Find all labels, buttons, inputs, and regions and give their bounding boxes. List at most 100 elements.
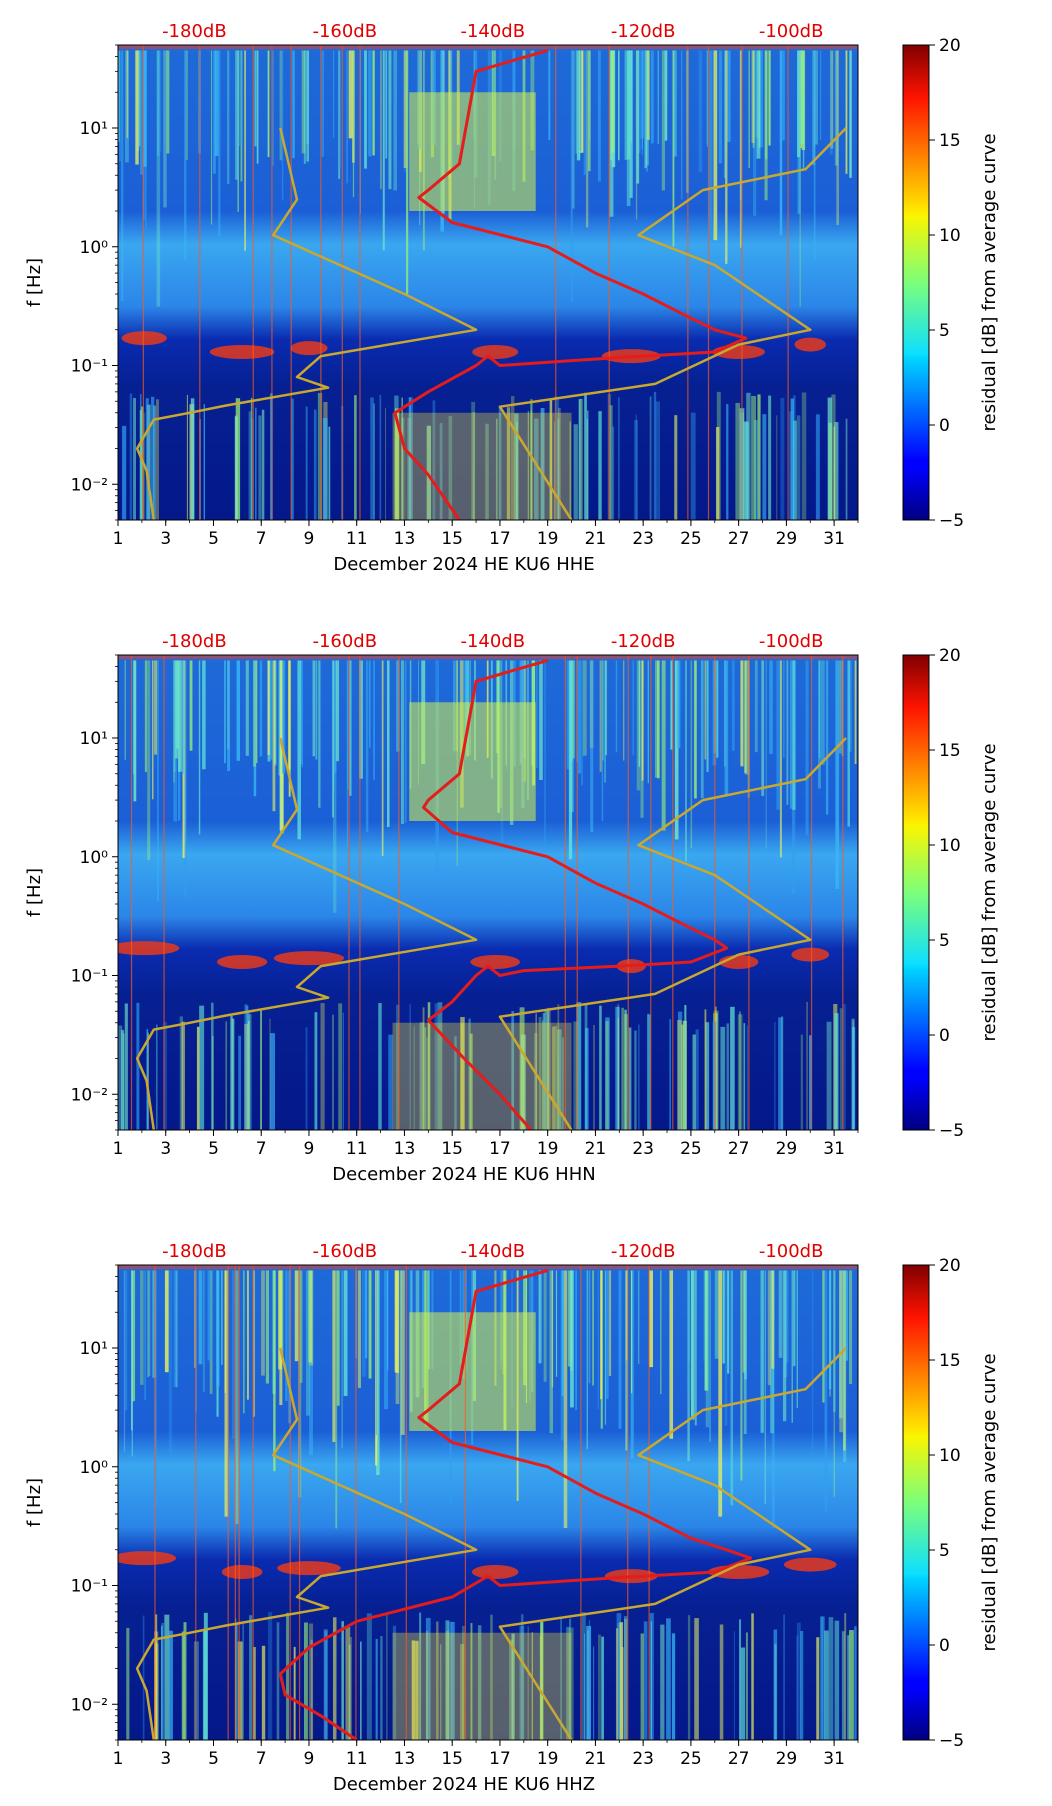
spectrogram-streak xyxy=(737,1014,743,1130)
spectrogram-streak xyxy=(247,1021,250,1130)
spectrogram-streak xyxy=(261,409,265,520)
spectrogram-streak xyxy=(637,50,641,153)
spectrogram-streak xyxy=(372,50,375,156)
x-tick-label: 25 xyxy=(680,1139,702,1159)
spectrogram-streak xyxy=(703,1270,705,1361)
spectrogram-streak xyxy=(653,391,657,520)
spectrogram-streak xyxy=(843,1004,846,1130)
colorbar-tick-label: 20 xyxy=(939,1256,961,1276)
spectrogram-streak xyxy=(640,1633,645,1740)
spectrogram-streak xyxy=(173,660,176,772)
spectrogram-streak xyxy=(260,1010,262,1130)
x-tick-label: 15 xyxy=(441,529,463,549)
y-axis-label: f [Hz] xyxy=(24,1478,45,1527)
spectrogram-streak xyxy=(288,660,291,770)
spectrogram-streak xyxy=(709,1270,711,1442)
spectrogram-streak xyxy=(338,1003,343,1130)
spectrogram-streak xyxy=(439,423,443,520)
spectrogram-streak xyxy=(267,50,270,157)
colorbar-tick-label: 0 xyxy=(939,1636,950,1656)
spectrogram-streak xyxy=(704,1270,707,1390)
spectrogram-streak xyxy=(705,1270,710,1428)
spectrogram-streak xyxy=(303,50,306,164)
colorbar-tick-label: 5 xyxy=(939,1541,950,1561)
spectrogram-streak xyxy=(400,1270,405,1435)
spectrogram-streak xyxy=(231,1270,236,1439)
spectrogram-streak xyxy=(120,1029,124,1130)
spectrogram-streak xyxy=(739,50,742,248)
spectrogram-streak xyxy=(793,1270,796,1367)
spectrogram-hot-patch xyxy=(409,702,536,822)
spectrogram-streak xyxy=(126,50,129,138)
spectrogram-streak xyxy=(618,50,620,161)
spectrogram-streak xyxy=(829,1270,832,1397)
spectrogram-streak xyxy=(408,397,414,520)
spectrogram-streak xyxy=(751,50,755,143)
spectrogram-streak xyxy=(584,1003,588,1130)
spectrogram-streak xyxy=(157,50,160,156)
spectrogram-streak xyxy=(468,1018,471,1130)
spectrogram-streak xyxy=(549,398,553,520)
spectrogram-streak xyxy=(674,660,679,840)
db-scale-label: -160dB xyxy=(312,631,377,652)
spectrogram-streak xyxy=(733,1631,735,1740)
spectrogram-streak xyxy=(315,660,318,760)
spectrogram-streak xyxy=(146,404,151,520)
x-tick-label: 19 xyxy=(537,1749,559,1769)
spectrogram-streak xyxy=(814,50,819,145)
spectrogram-streak xyxy=(554,396,560,520)
spectrogram-streak xyxy=(672,50,675,247)
noise-model-curve xyxy=(498,1347,847,1740)
spectrogram-streak xyxy=(598,411,602,520)
spectrogram-streak xyxy=(342,1012,344,1130)
spectrogram-streak xyxy=(756,50,761,159)
x-tick-label: 29 xyxy=(776,1749,798,1769)
spectrogram-streak xyxy=(125,1270,128,1411)
y-axis-label: f [Hz] xyxy=(24,868,45,917)
transient-line xyxy=(714,655,716,1130)
spectrogram-streak xyxy=(198,1270,203,1365)
spectrogram-streak xyxy=(196,1026,200,1130)
x-axis-label: December 2024 HE KU6 HHZ xyxy=(333,1774,595,1795)
spectrogram-streak xyxy=(129,393,133,520)
y-tick-label: 10¹ xyxy=(80,729,108,749)
spectrogram-streak xyxy=(375,1270,377,1436)
spectrogram-streak xyxy=(332,660,334,818)
transient-line xyxy=(608,45,610,520)
spectrogram-streak xyxy=(716,660,719,758)
spectrogram-streak xyxy=(691,1270,695,1420)
spectrogram-streak xyxy=(854,660,857,764)
spectrogram-streak xyxy=(339,50,341,168)
spectrogram-streak xyxy=(718,1270,723,1517)
spectrogram-streak xyxy=(388,50,392,190)
spectrogram-streak xyxy=(811,1270,814,1456)
spectrogram-streak xyxy=(123,1270,126,1452)
spectrogram-streak xyxy=(774,1629,778,1740)
spectrogram-streak xyxy=(440,1644,442,1740)
spectrogram-streak xyxy=(255,660,258,764)
spectrogram-hot-patch xyxy=(409,92,536,212)
spectrogram-streak xyxy=(250,418,254,520)
spectrogram-streak xyxy=(592,1270,594,1386)
spectrogram-streak xyxy=(578,50,581,159)
spectrogram-streak xyxy=(230,1015,233,1130)
spectrogram-streak xyxy=(768,395,772,520)
spectrogram-streak xyxy=(660,1624,665,1740)
spectrogram-streak xyxy=(645,50,649,166)
spectrogram-streak xyxy=(834,1013,839,1130)
spectrogram-streak xyxy=(140,1270,144,1385)
spectrogram-streak xyxy=(403,50,407,168)
spectrogram-streak xyxy=(791,1270,793,1423)
spectrogram-streak xyxy=(511,1011,515,1130)
spectrogram-streak xyxy=(661,660,666,831)
spectrogram-streak xyxy=(552,1026,555,1130)
spectrogram-streak xyxy=(576,50,581,161)
microseism-hotspot xyxy=(791,947,830,962)
spectrogram-streak xyxy=(612,426,615,520)
spectrogram-streak xyxy=(190,398,195,520)
spectrogram-streak xyxy=(147,660,151,861)
x-tick-label: 29 xyxy=(776,529,798,549)
spectrogram-streak xyxy=(688,1270,691,1401)
spectrogram-streak xyxy=(621,1007,624,1130)
spectrogram-streak xyxy=(638,660,641,767)
